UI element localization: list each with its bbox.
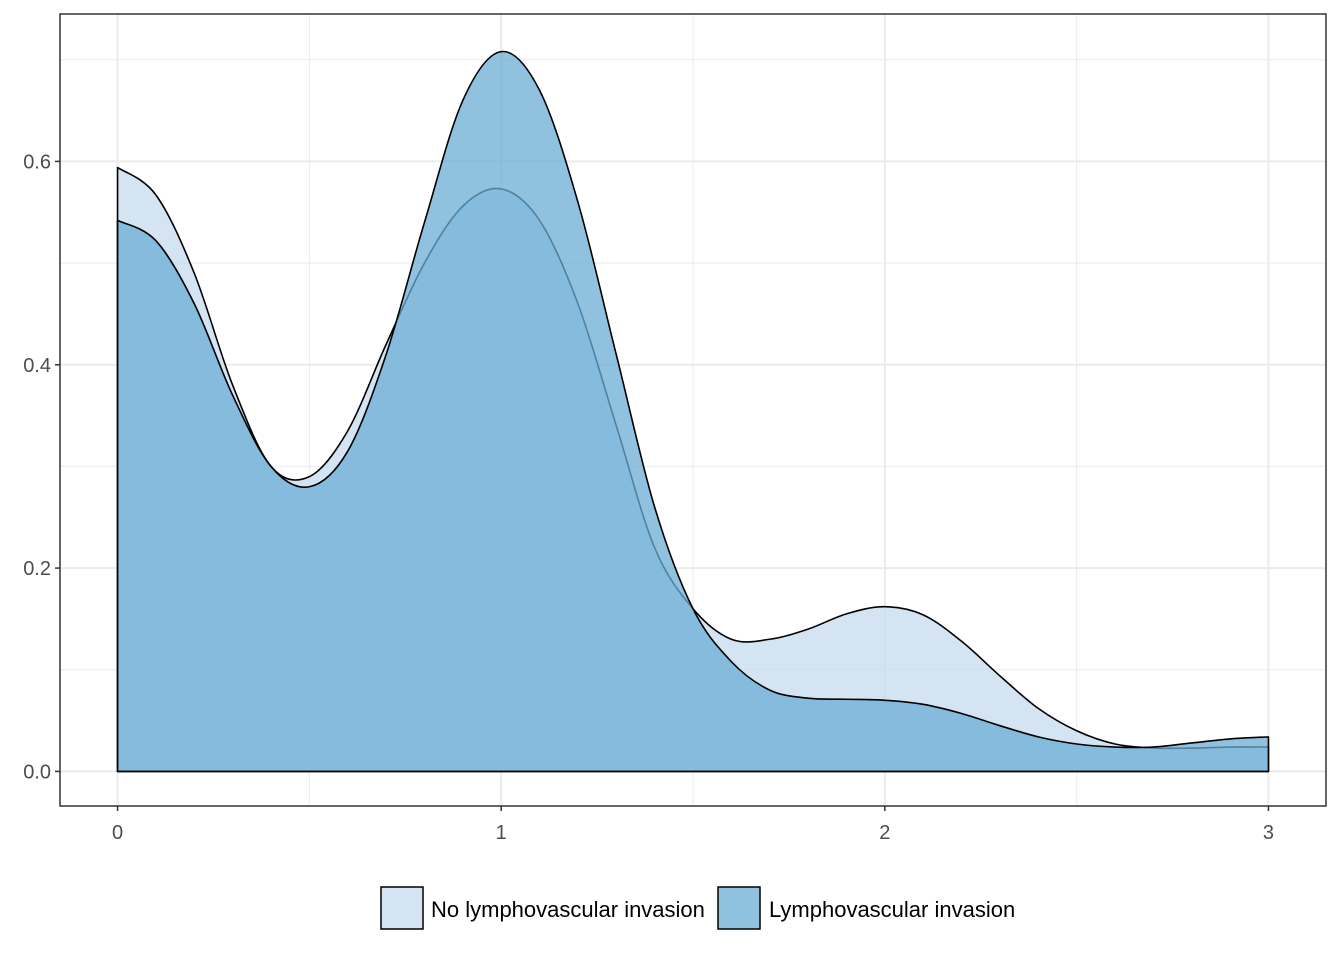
density-areas (116, 50, 1270, 773)
legend-key-no-lymphovascular-invasion (380, 886, 424, 930)
legend-label-lymphovascular-invasion: Lymphovascular invasion (769, 897, 1015, 922)
y-tick-label: 0.6 (23, 151, 51, 173)
x-tick-label: 3 (1263, 822, 1274, 844)
x-tick-label: 0 (112, 822, 123, 844)
x-axis: 0 1 2 3 (112, 806, 1274, 844)
plot-panel-border (59, 13, 1327, 807)
y-tick-label: 0.0 (23, 761, 51, 783)
x-tick-label: 1 (496, 822, 507, 844)
y-axis: 0.0 0.2 0.4 0.6 (23, 151, 60, 783)
density-area-lymphovascular-invasion (116, 50, 1270, 773)
y-tick-label: 0.4 (23, 355, 51, 377)
y-tick-label: 0.2 (23, 558, 51, 580)
x-tick-label: 2 (879, 822, 890, 844)
legend-label-no-lymphovascular-invasion: No lymphovascular invasion (431, 897, 705, 922)
legend-key-lymphovascular-invasion (717, 886, 761, 930)
legend: No lymphovascular invasion Lymphovascula… (380, 886, 1015, 930)
